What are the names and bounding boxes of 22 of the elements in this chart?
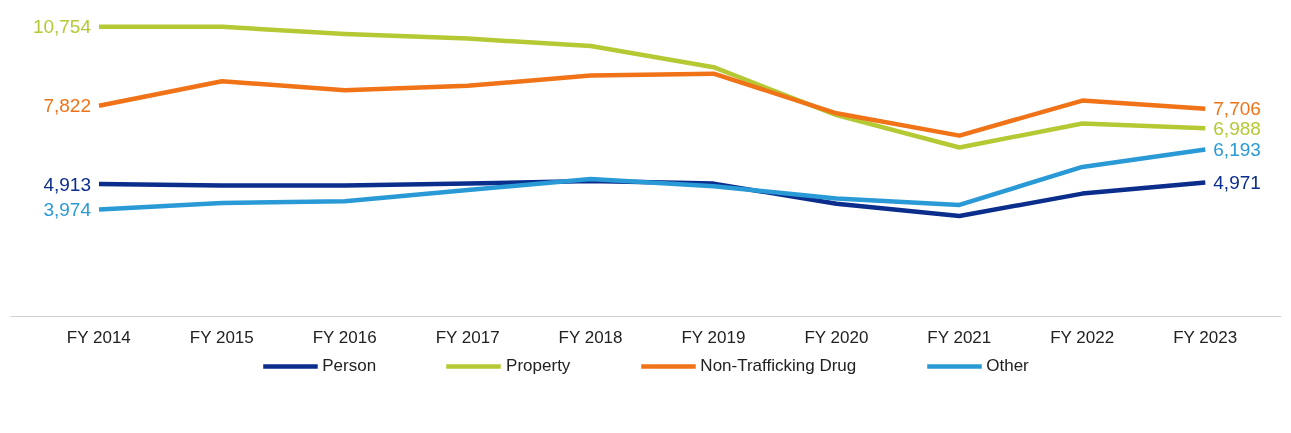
- x-tick-label: FY 2023: [1173, 327, 1238, 347]
- legend-label: Person: [322, 356, 377, 376]
- x-tick-label: FY 2022: [1050, 327, 1115, 347]
- x-tick-label: FY 2014: [66, 327, 131, 347]
- data-label: 4,971: [1213, 172, 1261, 194]
- x-tick-label: FY 2020: [804, 327, 869, 347]
- x-tick-label: FY 2018: [558, 327, 623, 347]
- data-label: 6,988: [1213, 117, 1261, 139]
- legend-label: Non-Trafficking Drug: [700, 356, 857, 376]
- data-label: 3,974: [43, 198, 92, 220]
- data-label: 6,193: [1213, 139, 1261, 161]
- x-tick-label: FY 2016: [312, 327, 377, 347]
- x-tick-label: FY 2019: [681, 327, 746, 347]
- x-tick-label: FY 2021: [927, 327, 992, 347]
- data-label: 4,913: [43, 173, 91, 195]
- legend-label: Property: [506, 356, 571, 376]
- x-tick-label: FY 2017: [435, 327, 500, 347]
- data-label: 7,706: [1213, 98, 1261, 120]
- legend-label: Other: [986, 356, 1029, 376]
- data-label: 10,754: [32, 16, 92, 38]
- x-tick-label: FY 2015: [189, 327, 254, 347]
- data-label: 7,822: [43, 95, 91, 117]
